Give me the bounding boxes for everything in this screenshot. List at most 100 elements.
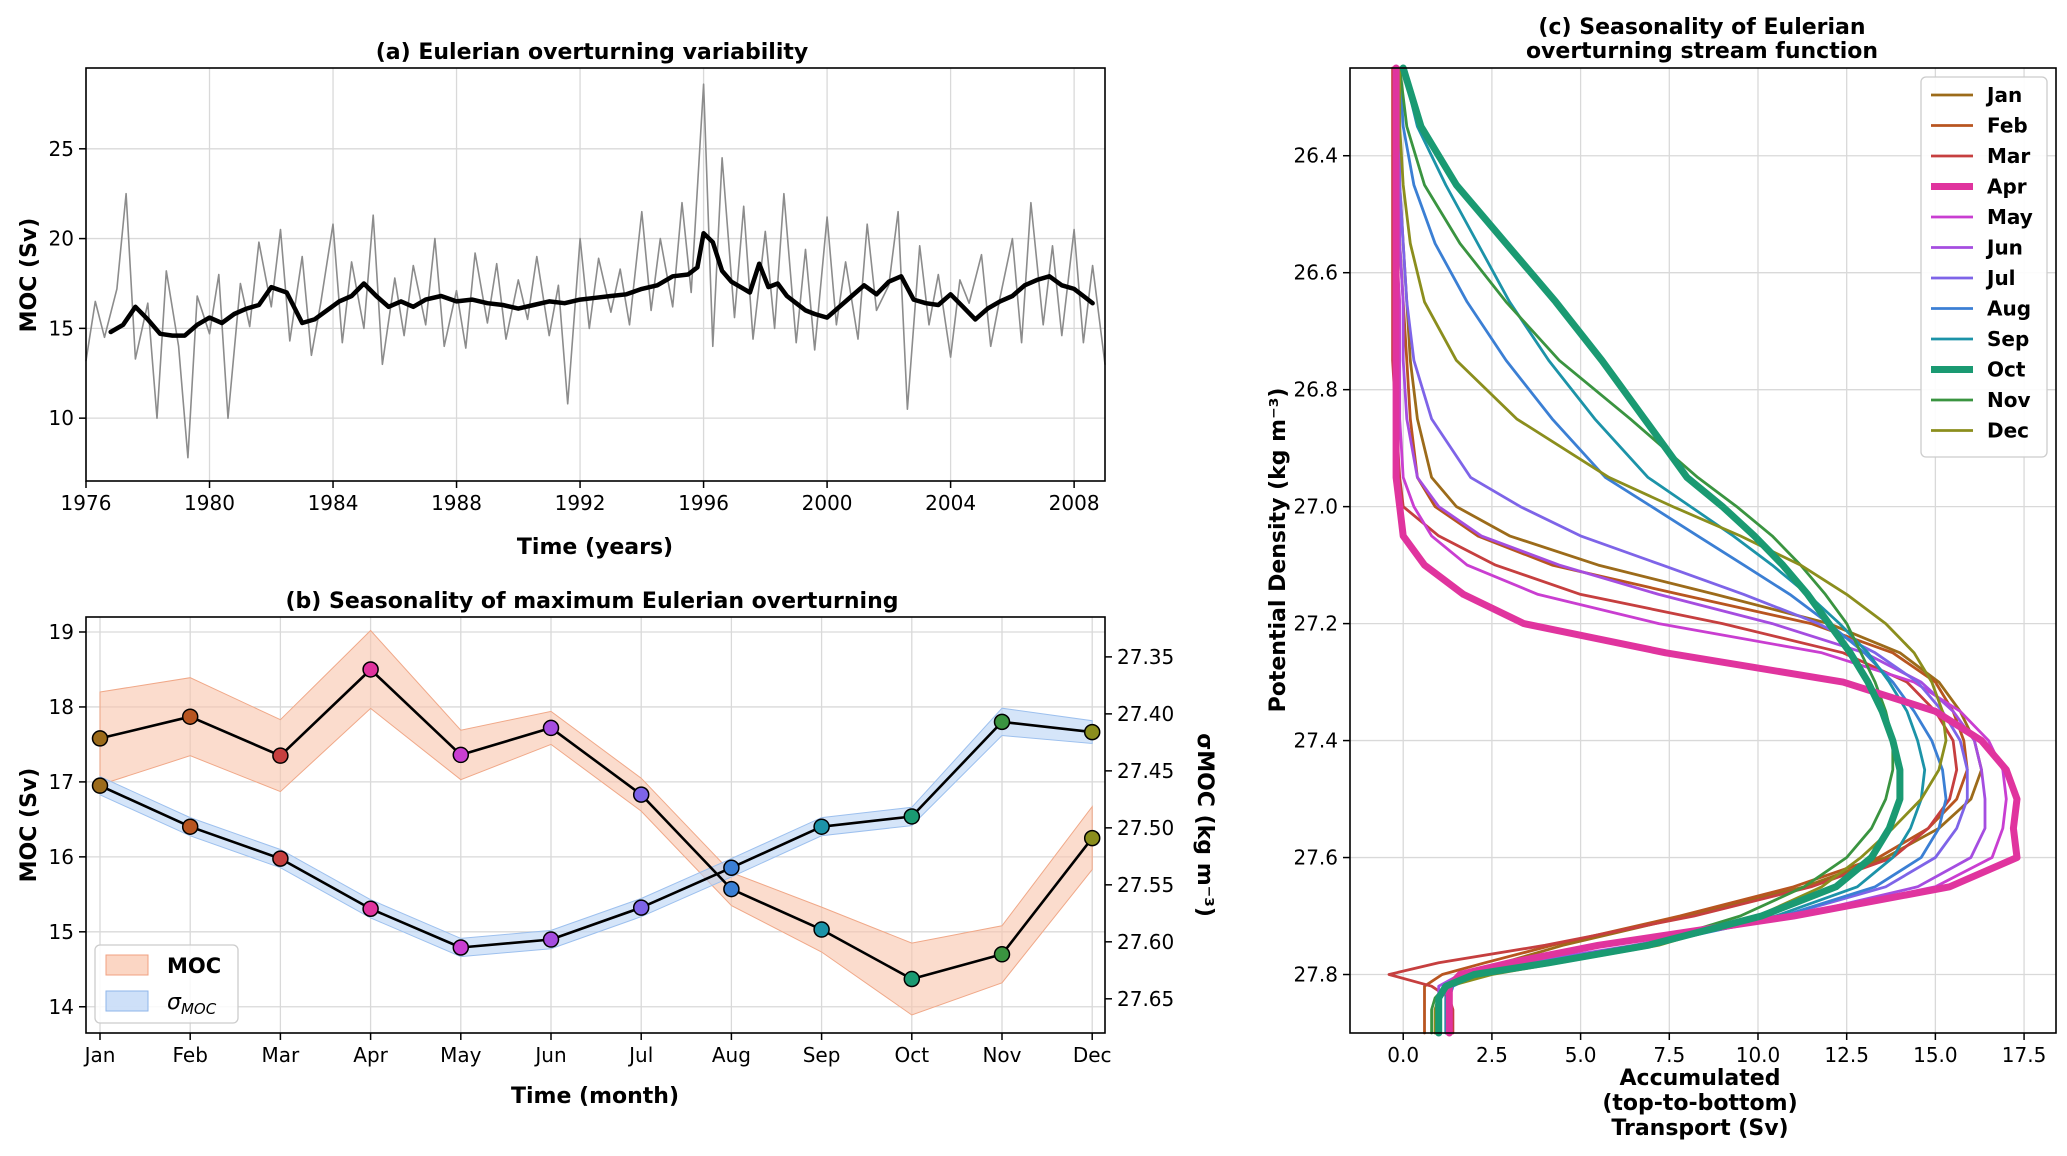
panel-c-xlabel-line2: (top-to-bottom) xyxy=(1602,1091,1797,1116)
panel-b-xtick-label: Jul xyxy=(627,1043,653,1067)
panel-a-xtick-label: 2008 xyxy=(1049,491,1100,515)
panel-c-title-line1: (c) Seasonality of Eulerian xyxy=(1538,15,1865,40)
panel-b-sigma-point xyxy=(362,900,379,918)
panel-b-moc-point xyxy=(993,946,1011,963)
panel-a-ylabel: MOC (Sv) xyxy=(17,218,42,333)
panel-a-xtick-label: 1996 xyxy=(678,491,729,515)
panel-b-xtick-label: Apr xyxy=(353,1043,388,1067)
panel-b-ytick-right-label: 27.40 xyxy=(1117,702,1174,726)
panel-c-line-feb xyxy=(1394,66,1969,1035)
panel-b-xtick-label: Mar xyxy=(262,1043,301,1067)
panel-b-xlabel: Time (month) xyxy=(511,1084,679,1109)
panel-c-xtick-label: 0.0 xyxy=(1387,1043,1419,1067)
panel-a-xtick-label: 2004 xyxy=(925,491,976,515)
panel-c-legend: Jan Feb Mar Apr May Jun Jul Aug Sep Oct Nov Dec xyxy=(1920,76,2048,458)
panel-c-legend-box xyxy=(1920,76,2048,458)
panel-c-ytick-label: 26.8 xyxy=(1293,378,1338,402)
panel-c-xlabel-line1: Accumulated xyxy=(1620,1066,1781,1091)
panel-b-sigma-point xyxy=(813,818,830,835)
panel-b-moc-point xyxy=(1083,829,1101,847)
panel-b-sigma-point xyxy=(91,777,109,794)
panel-b-moc-point xyxy=(181,708,199,725)
legend-sigma-label: σMOC xyxy=(167,990,217,1018)
panel-b-xtick-label: Nov xyxy=(982,1043,1021,1067)
panel-c-legend-label: Oct xyxy=(1987,358,2026,382)
panel-c-title-line2: overturning stream function xyxy=(1526,39,1878,64)
panel-c-legend-label: Nov xyxy=(1987,388,2031,412)
panel-b-sigma-point xyxy=(542,931,560,948)
panel-c-ytick-label: 26.4 xyxy=(1293,144,1338,168)
panel-a-xtick-label: 1988 xyxy=(431,491,482,515)
panel-b-ytick-right-label: 27.55 xyxy=(1117,873,1174,897)
panel-a-ytick-label: 10 xyxy=(49,406,74,430)
panel-b-ytick-right-label: 27.45 xyxy=(1117,759,1174,783)
panel-c-line-apr xyxy=(1392,64,2021,1037)
panel-b-ytick-label: 19 xyxy=(49,620,74,644)
panel-c-line-oct xyxy=(1399,64,1904,1037)
panel-b-xtick-label: Jan xyxy=(83,1043,116,1067)
panel-c-xtick-label: 2.5 xyxy=(1476,1043,1508,1067)
panel-b-sigma-band xyxy=(99,707,1093,958)
panel-b-sigma-point xyxy=(993,713,1011,731)
panel-c-ytick-label: 26.6 xyxy=(1293,261,1338,285)
panel-b-sigma-point xyxy=(181,818,199,835)
panel-b-xtick-label: Dec xyxy=(1073,1043,1112,1067)
panel-a-ytick-label: 20 xyxy=(49,227,74,251)
panel-c-legend-label: Jan xyxy=(1985,83,2022,107)
panel-c-legend-label: Sep xyxy=(1987,327,2029,351)
panel-b-xtick-label: Feb xyxy=(172,1043,207,1067)
panel-b-moc-point xyxy=(903,970,921,988)
panel-c-xlabel-line3: Transport (Sv) xyxy=(1611,1116,1788,1141)
panel-a-xlabel: Time (years) xyxy=(517,535,673,560)
panel-a-xtick-label: 1976 xyxy=(61,491,112,515)
panel-c-legend-label: Jul xyxy=(1985,266,2016,290)
panel-b-ytick-label: 14 xyxy=(49,995,74,1019)
panel-b-title: (b) Seasonality of maximum Eulerian over… xyxy=(285,589,898,614)
panel-c-xtick-label: 5.0 xyxy=(1565,1043,1597,1067)
panel-b-xtick-label: Jun xyxy=(533,1043,566,1067)
panel-b-moc-point xyxy=(813,921,830,938)
panel-b-ylabel-right: σMOC (kg m⁻³) xyxy=(1192,733,1217,917)
panel-c-ytick-label: 27.2 xyxy=(1293,612,1338,636)
panel-b-ytick-label: 15 xyxy=(49,920,74,944)
panel-b-sigma-point xyxy=(272,850,289,867)
panel-a-running-mean-line xyxy=(108,230,1095,338)
panel-b-moc-point xyxy=(723,880,740,898)
panel-c-ytick-label: 27.6 xyxy=(1293,846,1338,870)
panel-b-sigma-point xyxy=(723,859,740,876)
panel-b-sigma-point xyxy=(452,939,470,956)
panel-a-title: (a) Eulerian overturning variability xyxy=(376,40,809,65)
panel-c-legend-label: Apr xyxy=(1987,175,2027,199)
panel-a-xtick-label: 1980 xyxy=(184,491,235,515)
panel-c-xtick-label: 15.0 xyxy=(1913,1043,1958,1067)
panel-b-ytick-right-label: 27.50 xyxy=(1117,816,1174,840)
panel-b-sigma-point xyxy=(632,899,650,916)
panel-a-xtick-label: 2000 xyxy=(802,491,853,515)
panel-b-moc-band xyxy=(99,629,1093,1016)
panel-c-xtick-label: 12.5 xyxy=(1824,1043,1869,1067)
panel-b-ytick-label: 17 xyxy=(49,770,74,794)
panel-b-frame xyxy=(85,616,1106,1034)
panel-c-ytick-label: 27.0 xyxy=(1293,495,1338,519)
panel-b-ytick-right-label: 27.35 xyxy=(1117,645,1174,669)
panel-c-ytick-label: 27.4 xyxy=(1293,729,1338,753)
panel-b-sigma-point xyxy=(1083,723,1101,741)
panel-b-moc-point xyxy=(632,786,650,803)
panel-a-ytick-label: 15 xyxy=(49,316,74,340)
panel-c-ytick-label: 27.8 xyxy=(1293,963,1338,987)
panel-a-frame xyxy=(85,67,1106,482)
panel-b-moc-point xyxy=(452,746,470,764)
legend-moc-swatch xyxy=(105,954,149,976)
panel-b-moc-point xyxy=(362,661,379,678)
panel-b-moc-point xyxy=(542,719,560,737)
panel-c-line-jun xyxy=(1398,66,1987,1035)
panel-b-xtick-label: Aug xyxy=(712,1043,751,1067)
panel-c-ylabel: Potential Density (kg m⁻³) xyxy=(1266,388,1291,713)
legend-sigma-swatch xyxy=(105,990,149,1012)
panel-c-xtick-label: 17.5 xyxy=(2002,1043,2047,1067)
legend-moc-label: MOC xyxy=(167,954,221,978)
panel-b-xtick-label: Oct xyxy=(895,1043,930,1067)
panel-b-legend: MOC σMOC xyxy=(94,944,239,1024)
panel-c-legend-label: Mar xyxy=(1987,144,2030,168)
panel-b: (b) Seasonality of maximum Eulerian over… xyxy=(17,589,1217,1109)
